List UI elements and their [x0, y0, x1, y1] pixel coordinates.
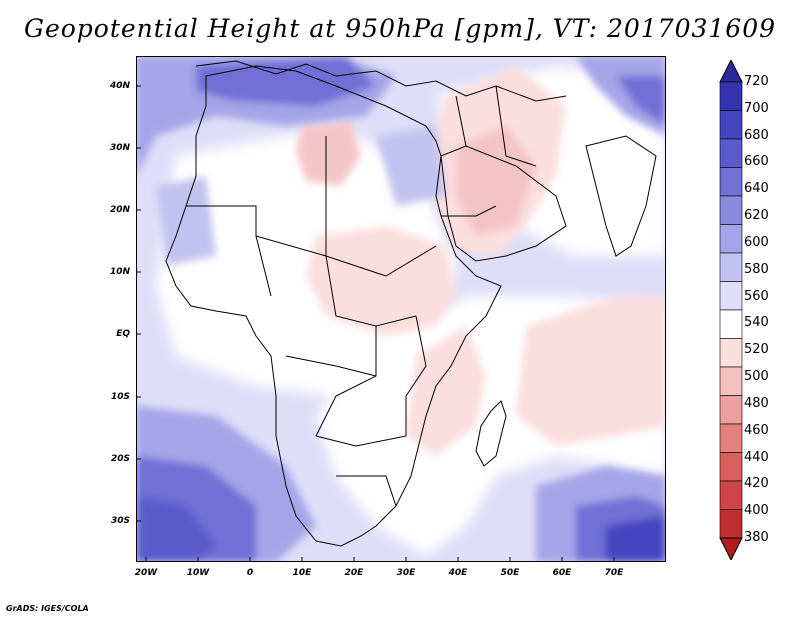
lat-label: 30N	[109, 143, 130, 153]
colorbar-swatch	[719, 395, 743, 425]
lat-label: 20S	[110, 454, 130, 464]
colorbar-arrow-top	[719, 60, 743, 83]
lon-label: 20W	[134, 568, 158, 578]
lat-label: 10S	[110, 392, 130, 402]
colorbar-label: 480	[744, 395, 769, 411]
lat-label: 30S	[110, 516, 130, 526]
colorbar-swatch	[719, 195, 743, 225]
colorbar-swatch	[719, 167, 743, 197]
page-title: Geopotential Height at 950hPa [gpm], VT:…	[23, 14, 777, 43]
colorbar-swatch	[719, 138, 743, 168]
lat-label: 20N	[109, 205, 130, 215]
colorbar-swatch	[719, 366, 743, 396]
colorbar-label: 620	[744, 208, 769, 224]
lat-label: 10N	[109, 267, 130, 277]
axis-ticks	[136, 85, 615, 562]
colorbar-label: 700	[744, 100, 769, 116]
colorbar-label: 660	[744, 154, 769, 170]
colorbar-arrow-bottom	[719, 537, 743, 560]
colorbar-label: 680	[744, 127, 769, 143]
colorbar-swatch	[719, 224, 743, 254]
lon-label: 60E	[552, 568, 572, 578]
colorbar-swatch	[719, 309, 743, 339]
lat-label: EQ	[116, 329, 130, 339]
credit-text: GrADS: IGES/COLA	[6, 604, 89, 613]
colorbar-swatch	[719, 480, 743, 510]
lon-label: 10W	[186, 568, 210, 578]
coastlines	[165, 60, 657, 547]
colorbar-label: 440	[744, 449, 769, 465]
colorbar-label: 520	[744, 342, 769, 358]
map-frame	[136, 56, 666, 562]
colorbar-swatch	[719, 338, 743, 368]
lat-label: 40N	[109, 81, 130, 91]
colorbar-label: 500	[744, 369, 769, 385]
colorbar-label: 380	[744, 530, 769, 545]
colorbar-label: 640	[744, 181, 769, 197]
colorbar-label: 460	[744, 422, 769, 438]
colorbar-label: 420	[744, 476, 769, 492]
colorbar-swatch	[719, 509, 743, 539]
colorbar-label: 600	[744, 234, 769, 250]
colorbar-label: 540	[744, 315, 769, 331]
field-pink-zones	[296, 66, 666, 456]
colorbar-label: 560	[744, 288, 769, 304]
lon-label: 20E	[344, 568, 364, 578]
map-canvas[interactable]	[136, 56, 666, 562]
lon-label: 40E	[448, 568, 468, 578]
map-panel[interactable]	[136, 56, 666, 562]
colorbar	[719, 60, 743, 560]
colorbar-swatch	[719, 81, 743, 111]
lon-label: 10E	[292, 568, 312, 578]
colorbar-swatch	[719, 252, 743, 282]
field-blue-zones	[136, 56, 666, 562]
colorbar-swatch	[719, 281, 743, 311]
lon-label: 70E	[604, 568, 624, 578]
colorbar-swatch	[719, 452, 743, 482]
colorbar-swatch	[719, 110, 743, 140]
lon-label: 30E	[396, 568, 416, 578]
colorbar-label: 720	[744, 74, 769, 89]
colorbar-swatch	[719, 423, 743, 453]
lon-label: 50E	[500, 568, 520, 578]
colorbar-label: 580	[744, 261, 769, 277]
lon-label: 0	[246, 568, 254, 578]
colorbar-label: 400	[744, 503, 769, 519]
